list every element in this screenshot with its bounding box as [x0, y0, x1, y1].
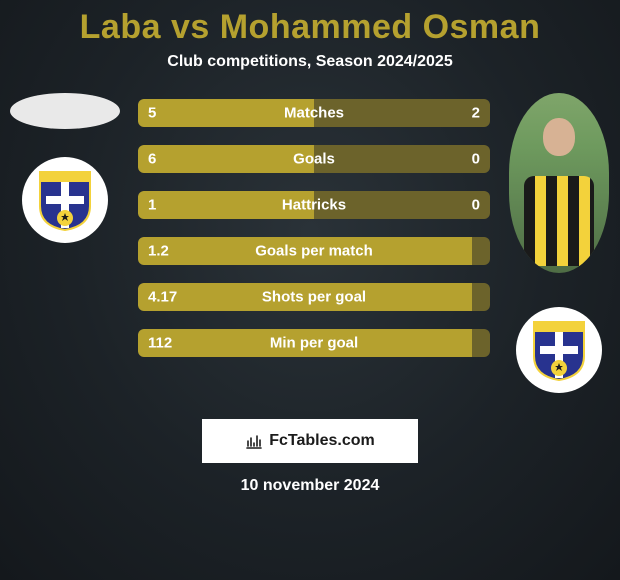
- subtitle: Club competitions, Season 2024/2025: [0, 53, 620, 71]
- stat-row: 1 Hattricks 0: [138, 191, 490, 219]
- stat-value-right: 2: [472, 105, 480, 122]
- stats-table: 5 Matches 2 6 Goals 0 1 Hattricks 0 1.2 Goals per …: [138, 93, 490, 357]
- stat-label: Min per goal: [270, 335, 358, 352]
- player-head-shape: [543, 118, 575, 156]
- shield-icon: [36, 168, 94, 232]
- stat-value-left: 6: [148, 151, 156, 168]
- stat-row: 112 Min per goal: [138, 329, 490, 357]
- stat-label: Hattricks: [282, 197, 346, 214]
- shield-icon: [530, 318, 588, 382]
- left-club-badge: [22, 157, 108, 243]
- stat-row: 5 Matches 2: [138, 99, 490, 127]
- stat-value-left: 1.2: [148, 243, 169, 260]
- stat-value-right: 0: [472, 197, 480, 214]
- stat-value-left: 112: [148, 335, 172, 352]
- stat-label: Goals per match: [255, 243, 373, 260]
- chart-icon: [245, 432, 263, 450]
- stat-value-left: 1: [148, 197, 156, 214]
- stat-value-left: 5: [148, 105, 156, 122]
- stat-row: 4.17 Shots per goal: [138, 283, 490, 311]
- player-jersey-shape: [524, 176, 594, 266]
- infographic-container: Laba vs Mohammed Osman Club competitions…: [0, 0, 620, 580]
- date-text: 10 november 2024: [0, 477, 620, 495]
- stat-label: Matches: [284, 105, 344, 122]
- right-club-badge: [516, 307, 602, 393]
- stat-label: Shots per goal: [262, 289, 366, 306]
- stat-row: 6 Goals 0: [138, 145, 490, 173]
- stat-row: 1.2 Goals per match: [138, 237, 490, 265]
- right-player-photo: [509, 93, 609, 273]
- stat-label: Goals: [293, 151, 335, 168]
- stat-value-right: 0: [472, 151, 480, 168]
- main-row: 5 Matches 2 6 Goals 0 1 Hattricks 0 1.2 Goals per …: [0, 93, 620, 393]
- stat-value-left: 4.17: [148, 289, 177, 306]
- footer-brand-box: FcTables.com: [202, 419, 418, 463]
- footer-brand-text: FcTables.com: [269, 432, 375, 450]
- stat-fill-left: [138, 145, 314, 173]
- left-player-photo-placeholder: [10, 93, 120, 129]
- page-title: Laba vs Mohammed Osman: [0, 8, 620, 47]
- right-player-column: [508, 93, 610, 393]
- left-player-column: [10, 93, 120, 243]
